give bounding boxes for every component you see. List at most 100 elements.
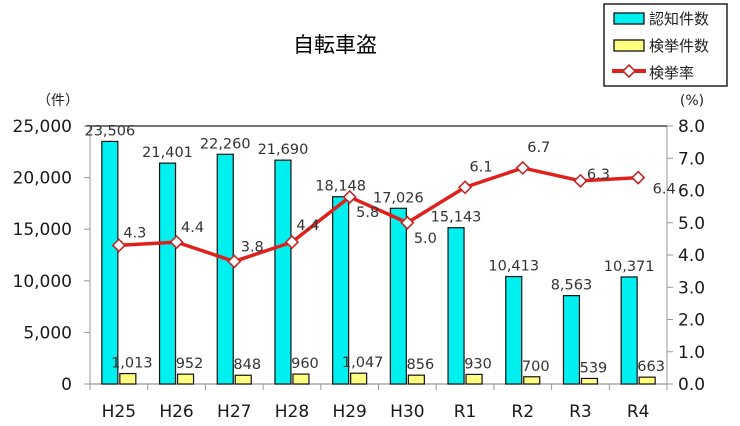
value-label-cleared: 930 bbox=[464, 356, 492, 372]
left-axis-unit: （件） bbox=[37, 93, 79, 109]
right-axis: 0.0 1.0 2.0 3.0 4.0 5.0 6.0 7.0 8.0 bbox=[667, 117, 705, 395]
value-label-cleared: 663 bbox=[637, 359, 665, 375]
value-label-rate: 3.8 bbox=[241, 239, 264, 255]
value-label-reported: 10,371 bbox=[604, 259, 655, 275]
svg-text:検挙件数: 検挙件数 bbox=[649, 37, 709, 55]
legend-item-clearance-rate: 検挙率 bbox=[612, 63, 694, 82]
svg-text:検挙率: 検挙率 bbox=[649, 64, 694, 82]
bar-cleared bbox=[350, 372, 368, 385]
bar-cleared bbox=[176, 373, 195, 385]
diamond-marker-icon bbox=[573, 173, 588, 188]
right-tick-label: 7.0 bbox=[678, 149, 705, 169]
bar-cleared bbox=[234, 374, 252, 385]
value-label-rate: 5.8 bbox=[356, 205, 379, 221]
bar-reported bbox=[447, 227, 465, 385]
diamond-marker-icon bbox=[515, 160, 530, 176]
left-tick-label: 10,000 bbox=[13, 272, 72, 292]
value-label-reported: 23,506 bbox=[84, 123, 135, 139]
bar-cleared bbox=[119, 372, 137, 385]
data-labels: 23,506 1,013 21,401 952 22,260 848 21,690 960 18… bbox=[84, 123, 675, 376]
right-tick-label: 1.0 bbox=[678, 343, 705, 363]
category-label: H30 bbox=[390, 402, 424, 422]
value-label-rate: 4.4 bbox=[296, 218, 319, 234]
left-tick-label: 0 bbox=[61, 375, 72, 395]
value-label-reported: 18,148 bbox=[315, 179, 366, 195]
diamond-marker-icon bbox=[457, 180, 473, 195]
value-label-rate: 6.3 bbox=[587, 167, 610, 183]
left-tick-label: 20,000 bbox=[13, 169, 72, 189]
left-tick-label: 25,000 bbox=[13, 117, 72, 137]
diamond-marker-icon bbox=[400, 215, 415, 230]
chart-title: 自転車盗 bbox=[293, 33, 377, 57]
diamond-marker-icon bbox=[284, 234, 300, 250]
value-label-reported: 8,563 bbox=[551, 278, 593, 294]
category-label: R1 bbox=[454, 402, 477, 422]
bar-reported bbox=[274, 159, 292, 385]
bar-reported bbox=[620, 276, 638, 385]
value-label-rate: 6.7 bbox=[527, 140, 550, 156]
legend: 認知件数 検挙件数 検挙率 bbox=[603, 3, 728, 87]
category-label: H26 bbox=[159, 402, 193, 422]
bar-reported bbox=[158, 162, 177, 385]
value-label-cleared: 1,047 bbox=[342, 355, 384, 371]
category-label: R2 bbox=[511, 402, 534, 422]
category-label: H25 bbox=[102, 402, 136, 422]
value-label-cleared: 700 bbox=[522, 359, 550, 375]
right-tick-label: 3.0 bbox=[678, 278, 705, 298]
bar-cleared bbox=[523, 376, 541, 385]
diamond-marker-icon bbox=[342, 189, 357, 205]
value-label-cleared: 539 bbox=[580, 360, 608, 376]
legend-item-cleared: 検挙件数 bbox=[613, 37, 709, 55]
diamond-marker-icon bbox=[227, 254, 242, 269]
plot-area bbox=[89, 125, 668, 385]
left-axis: 0 5,000 10,000 15,000 20,000 25,000 bbox=[13, 117, 90, 395]
bar-cleared bbox=[580, 377, 599, 385]
bar-reported bbox=[505, 275, 523, 385]
value-label-rate: 6.4 bbox=[653, 182, 676, 198]
category-label: R3 bbox=[569, 402, 592, 422]
legend-item-reported: 認知件数 bbox=[613, 10, 709, 28]
diamond-marker-icon bbox=[621, 63, 637, 79]
value-label-rate: 5.0 bbox=[414, 231, 437, 247]
value-label-cleared: 960 bbox=[291, 356, 319, 372]
value-label-rate: 4.3 bbox=[123, 225, 146, 241]
right-tick-label: 2.0 bbox=[678, 311, 705, 331]
right-tick-label: 5.0 bbox=[678, 214, 705, 234]
value-label-cleared: 952 bbox=[176, 356, 204, 372]
bar-series bbox=[101, 140, 656, 385]
bar-reported bbox=[562, 295, 581, 385]
right-tick-label: 8.0 bbox=[678, 117, 705, 137]
bar-cleared bbox=[407, 374, 425, 385]
value-label-reported: 17,026 bbox=[373, 190, 424, 206]
right-tick-label: 4.0 bbox=[678, 246, 705, 266]
bar-reported bbox=[389, 207, 407, 385]
value-label-rate: 4.4 bbox=[181, 220, 204, 236]
category-label: H28 bbox=[275, 402, 309, 422]
value-label-cleared: 856 bbox=[407, 357, 435, 373]
bar-reported bbox=[216, 153, 234, 385]
value-label-reported: 21,401 bbox=[142, 145, 193, 161]
value-label-rate: 6.1 bbox=[470, 159, 493, 175]
diamond-marker-icon bbox=[111, 238, 126, 253]
value-label-reported: 21,690 bbox=[258, 142, 309, 158]
bar-reported bbox=[101, 140, 119, 385]
bar-cleared bbox=[465, 373, 483, 385]
value-label-reported: 22,260 bbox=[200, 136, 251, 152]
category-label: H27 bbox=[217, 402, 251, 422]
diamond-marker-icon bbox=[169, 234, 184, 250]
value-label-reported: 10,413 bbox=[488, 259, 539, 275]
right-tick-label: 6.0 bbox=[678, 182, 705, 202]
value-label-cleared: 1,013 bbox=[111, 356, 153, 372]
svg-text:認知件数: 認知件数 bbox=[649, 10, 709, 28]
left-tick-label: 15,000 bbox=[13, 220, 72, 240]
diamond-marker-icon bbox=[631, 170, 646, 185]
bar-cleared bbox=[638, 376, 656, 385]
bar-reported bbox=[332, 196, 350, 385]
right-tick-label: 0.0 bbox=[678, 375, 705, 395]
bar-cleared bbox=[292, 373, 310, 385]
x-axis: H25 H26 H27 H28 H29 H30 R1 R2 R3 R4 bbox=[89, 384, 668, 422]
category-label: H29 bbox=[332, 402, 366, 422]
category-label: R4 bbox=[627, 402, 650, 422]
value-label-reported: 15,143 bbox=[431, 210, 482, 226]
